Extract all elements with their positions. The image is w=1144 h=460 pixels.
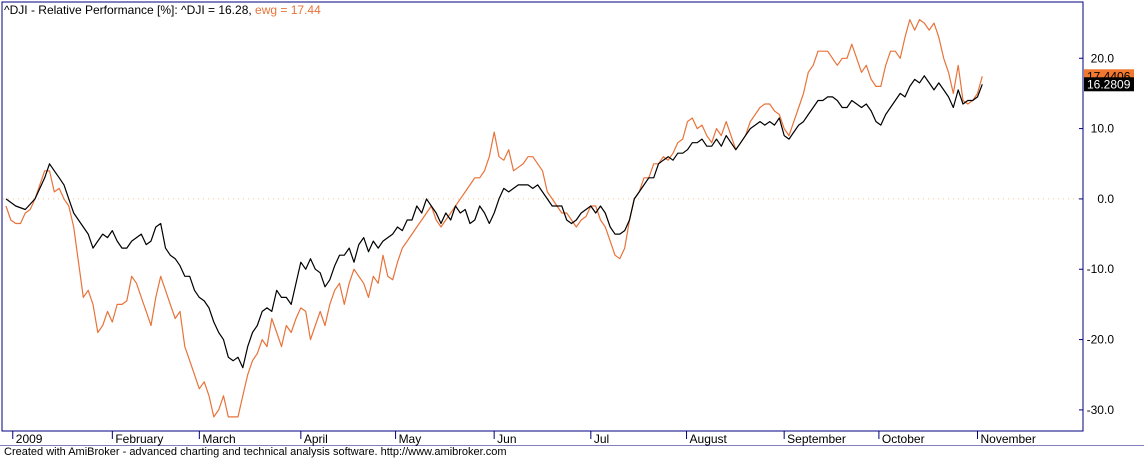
x-tick-label: November (981, 432, 1036, 446)
y-tick-label: -10.0 (1087, 262, 1115, 276)
x-tick-label: March (202, 432, 235, 446)
series-line-ewg (5, 19, 983, 418)
y-axis: 20.0 10.0 0.0 -10.0 -20.0 -30.0 (1079, 51, 1114, 417)
y-tick-label: -20.0 (1087, 333, 1115, 347)
price-tags: 17.4406 16.2809 (1084, 69, 1134, 92)
x-tick-label: April (304, 432, 328, 446)
dji-legend-label: ^DJI = 16.28 (181, 3, 249, 17)
x-tick-label: May (399, 432, 422, 446)
x-tick-label: 2009 (16, 432, 43, 446)
y-tick-label: 10.0 (1091, 122, 1115, 136)
plot-frame (1, 1, 1084, 432)
footer-credit: Created with AmiBroker - advanced charti… (4, 446, 507, 458)
series-layer (5, 19, 983, 418)
x-tick-label: October (882, 432, 925, 446)
ewg-legend-label: ewg = 17.44 (255, 3, 321, 17)
legend-separator: , (248, 3, 255, 17)
x-tick-label: August (690, 432, 728, 446)
x-tick-label: Jul (594, 432, 609, 446)
x-tick-label: Jun (497, 432, 516, 446)
y-tick-label: 0.0 (1097, 192, 1114, 206)
dji-price-tag: 16.2809 (1087, 77, 1131, 91)
y-tick-label: -30.0 (1087, 403, 1115, 417)
chart-title: ^DJI - Relative Performance [%]: ^DJI = … (4, 3, 321, 17)
dji-price-tag-background (1084, 77, 1134, 92)
relative-performance-chart: 20.0 10.0 0.0 -10.0 -20.0 -30.0 2009 February M… (0, 0, 1144, 447)
x-tick-label: September (787, 432, 846, 446)
title-prefix: ^DJI - Relative Performance [%]: (4, 3, 181, 17)
plot-border (1, 1, 1084, 432)
x-tick-label: February (115, 432, 163, 446)
series-line-dji (5, 75, 983, 369)
y-tick-label: 20.0 (1091, 51, 1115, 65)
